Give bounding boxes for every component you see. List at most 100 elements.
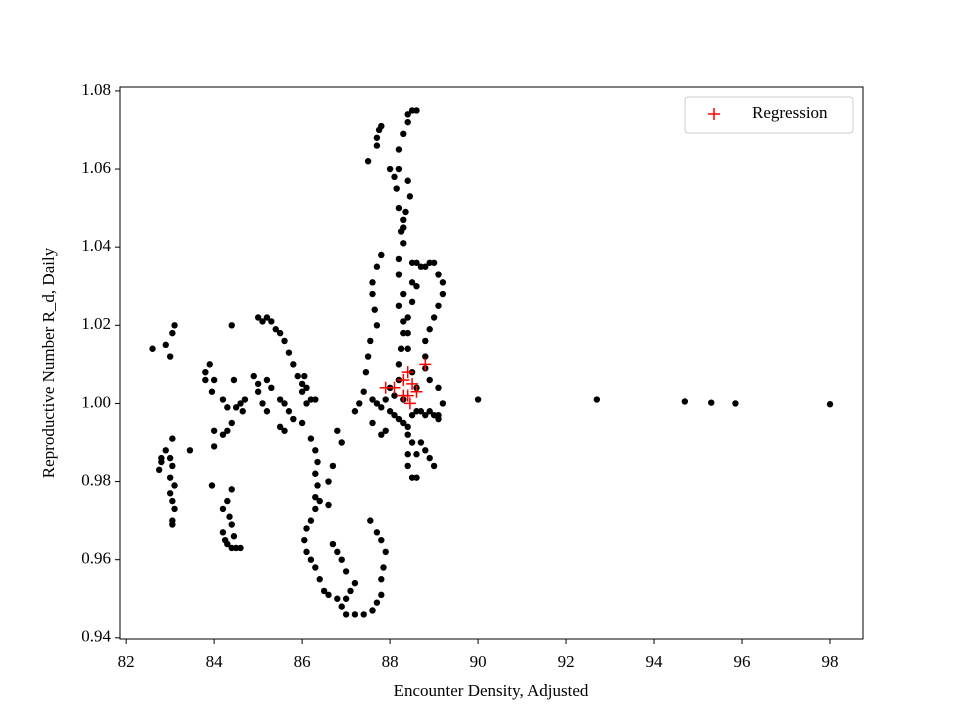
point: [373, 142, 381, 149]
point: [254, 388, 262, 395]
point: [155, 466, 163, 474]
point: [202, 368, 209, 376]
point: [186, 447, 194, 454]
point: [369, 396, 376, 403]
point: [378, 251, 385, 259]
point: [329, 540, 337, 548]
point: [303, 525, 310, 532]
point: [347, 587, 354, 595]
point: [307, 396, 315, 403]
x-tick-label: 98: [822, 652, 839, 671]
point: [312, 470, 319, 477]
point: [320, 587, 328, 595]
point: [334, 595, 341, 602]
point: [369, 607, 376, 614]
point: [169, 521, 176, 528]
point: [400, 290, 407, 298]
point: [391, 411, 398, 419]
point: [232, 404, 240, 411]
point: [329, 462, 337, 470]
point: [474, 396, 482, 403]
point: [430, 411, 438, 419]
point: [294, 372, 301, 380]
x-tick-label: 96: [734, 652, 751, 671]
point: [281, 400, 288, 407]
point: [316, 576, 323, 583]
y-tick-label: 1.08: [81, 80, 111, 99]
point: [171, 482, 178, 489]
point: [301, 372, 308, 380]
point: [338, 603, 345, 610]
point-shape: [397, 389, 410, 402]
point: [395, 415, 403, 423]
point: [402, 208, 409, 216]
point: [241, 396, 249, 403]
y-tick-label: 1.04: [81, 236, 111, 255]
point: [312, 564, 319, 571]
point: [708, 108, 720, 120]
point: [681, 398, 689, 405]
point: [404, 345, 411, 352]
point: [314, 458, 321, 466]
point: [362, 368, 370, 376]
point: [404, 111, 411, 118]
y-tick-label: 0.94: [81, 627, 111, 646]
point: [393, 185, 400, 192]
point: [404, 177, 411, 184]
point: [360, 611, 367, 618]
point: [298, 380, 306, 388]
point: [371, 306, 378, 313]
point: [334, 548, 341, 556]
point: [373, 322, 381, 329]
point: [210, 427, 218, 434]
legend-label: Regression: [752, 103, 828, 122]
point: [342, 611, 350, 618]
point: [219, 505, 227, 513]
point: [230, 376, 238, 384]
point: [397, 345, 405, 352]
point: [413, 474, 420, 481]
point-shape: [401, 366, 414, 379]
x-tick-label: 88: [382, 652, 399, 671]
point: [367, 337, 374, 345]
point: [268, 384, 275, 392]
point: [422, 411, 429, 419]
point: [307, 435, 315, 442]
point: [166, 353, 174, 360]
point: [351, 579, 359, 587]
point: [259, 400, 266, 407]
point: [360, 388, 367, 395]
point: [285, 408, 293, 415]
point: [166, 490, 174, 497]
point: [426, 326, 433, 333]
x-tick-label: 92: [558, 652, 575, 671]
point: [413, 283, 420, 290]
point: [219, 396, 227, 403]
point: [395, 165, 403, 173]
point: [422, 263, 429, 270]
point: [417, 408, 425, 415]
point: [422, 447, 429, 454]
point: [285, 349, 293, 356]
point: [373, 529, 381, 536]
point: [208, 388, 216, 395]
point: [314, 482, 321, 489]
point: [422, 337, 429, 345]
point: [378, 404, 385, 411]
point: [378, 431, 385, 438]
x-tick-label: 84: [206, 652, 224, 671]
point: [301, 536, 308, 544]
point: [400, 329, 407, 337]
point: [171, 322, 178, 329]
point: [408, 279, 416, 286]
point: [435, 415, 442, 423]
point: [439, 279, 447, 286]
point: [369, 279, 376, 286]
point: [373, 400, 381, 407]
point: [149, 345, 156, 352]
point: [254, 314, 262, 321]
point: [400, 419, 407, 427]
point: [391, 392, 398, 399]
x-tick-label: 82: [118, 652, 135, 671]
point: [276, 423, 284, 431]
